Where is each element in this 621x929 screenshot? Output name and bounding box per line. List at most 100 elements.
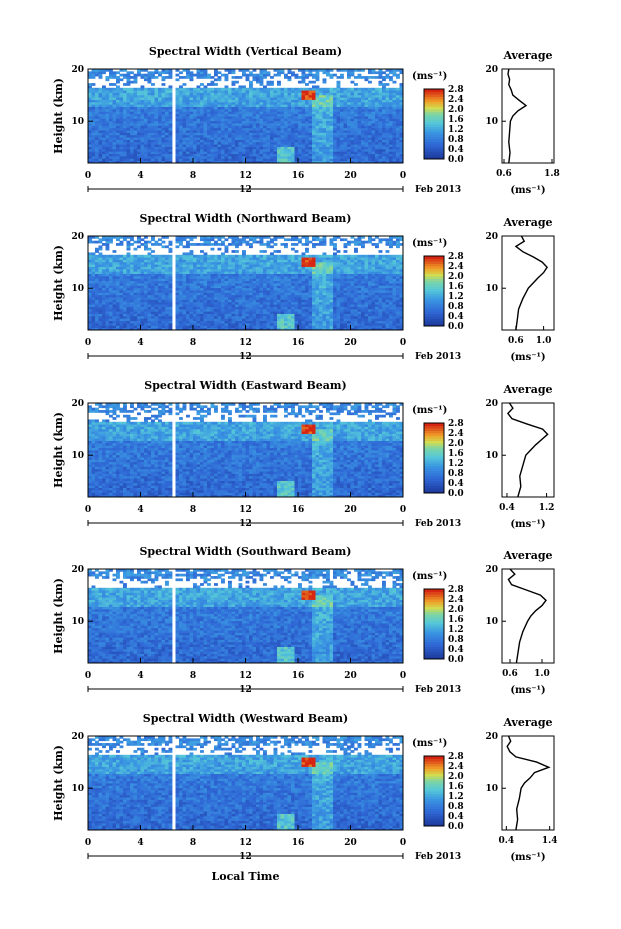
colorbar-tick-label: 2.8 [448, 585, 464, 595]
colorbar-tick-label: 2.4 [448, 429, 464, 439]
x-tick-label: 4 [137, 671, 143, 681]
colorbar-unit: (ms⁻¹) [412, 71, 447, 82]
panel-title: Spectral Width (Vertical Beam) [149, 45, 342, 58]
average-profile: Average 10 20 0.6 1.0 (ms⁻¹) [485, 549, 555, 696]
x-tick-label: 4 [137, 838, 143, 848]
heatmap [88, 403, 404, 498]
profile-x-tick-label: 0.4 [499, 503, 515, 513]
colorbar-tick-label: 0.8 [448, 635, 464, 645]
average-profile: Average 10 20 0.4 1.2 (ms⁻¹) [485, 383, 555, 530]
day-label: 12 [239, 185, 252, 195]
y-tick-label: 20 [71, 232, 84, 242]
panel-4: Spectral Width (Southward Beam) 0 4 8 12 16 20… [52, 545, 555, 696]
average-profile: Average 10 20 0.6 1.8 (ms⁻¹) [485, 49, 559, 196]
colorbar: (ms⁻¹) 0.00.40.81.21.62.02.42.8 [412, 71, 464, 165]
x-tick-label: 4 [137, 338, 143, 348]
x-tick-label: 0 [400, 671, 406, 681]
profile-x-tick-label: 1.0 [534, 669, 550, 679]
profile-x-axis-label: (ms⁻¹) [510, 852, 545, 863]
profile-line [506, 402, 549, 498]
colorbar-tick-label: 2.4 [448, 595, 464, 605]
x-tick-label: 20 [344, 338, 357, 348]
x-tick-label: 16 [292, 671, 305, 681]
x-tick-label: 16 [292, 505, 305, 515]
date-label: Feb 2013 [415, 685, 461, 695]
x-axis-label: Local Time [212, 870, 280, 883]
y-tick-label: 10 [71, 451, 84, 461]
colorbar-tick-label: 0.0 [448, 489, 464, 499]
profile-title: Average [502, 549, 552, 562]
profile-y-tick-label: 10 [485, 617, 498, 627]
profile-frame [501, 402, 555, 498]
colorbar-tick-label: 0.4 [448, 145, 464, 155]
profile-x-tick-label: 0.6 [502, 669, 518, 679]
profile-x-axis-label: (ms⁻¹) [510, 519, 545, 530]
x-tick-label: 8 [190, 505, 196, 515]
heatmap [88, 236, 404, 331]
y-tick-label: 20 [71, 399, 84, 409]
profile-x-tick-label: 0.6 [508, 336, 524, 346]
profile-x-tick-label: 1.4 [542, 836, 558, 846]
colorbar-tick-label: 2.4 [448, 762, 464, 772]
colorbar-tick-label: 0.4 [448, 645, 464, 655]
x-tick-label: 8 [190, 338, 196, 348]
average-profile: Average 10 20 0.6 1.0 (ms⁻¹) [485, 216, 555, 363]
y-axis-label: Height (km) [52, 245, 65, 321]
x-tick-label: 0 [400, 338, 406, 348]
colorbar-tick-label: 2.0 [448, 105, 464, 115]
colorbar: (ms⁻¹) 0.00.40.81.21.62.02.42.8 [412, 405, 464, 499]
colorbar-tick-label: 2.8 [448, 419, 464, 429]
profile-title: Average [502, 49, 552, 62]
profile-line [514, 235, 548, 331]
colorbar-tick-label: 1.6 [448, 115, 464, 125]
colorbar: (ms⁻¹) 0.00.40.81.21.62.02.42.8 [412, 238, 464, 332]
profile-title: Average [502, 383, 552, 396]
profile-line [507, 568, 547, 664]
x-tick-label: 20 [344, 671, 357, 681]
heatmap [88, 69, 404, 164]
y-tick-label: 10 [71, 117, 84, 127]
colorbar-tick-label: 2.0 [448, 772, 464, 782]
colorbar-tick-label: 1.6 [448, 782, 464, 792]
day-label: 12 [239, 352, 252, 362]
profile-x-tick-label: 0.4 [498, 836, 514, 846]
y-tick-label: 10 [71, 617, 84, 627]
colorbar-tick-label: 0.4 [448, 312, 464, 322]
colorbar-tick-label: 0.4 [448, 479, 464, 489]
colorbar-tick-label: 1.2 [448, 625, 464, 635]
x-tick-label: 0 [400, 505, 406, 515]
x-tick-label: 0 [400, 838, 406, 848]
colorbar-tick-label: 0.8 [448, 135, 464, 145]
colorbar-tick-label: 2.8 [448, 252, 464, 262]
profile-x-axis-label: (ms⁻¹) [510, 185, 545, 196]
x-tick-label: 12 [239, 671, 252, 681]
day-label: 12 [239, 519, 252, 529]
colorbar-tick-label: 0.0 [448, 322, 464, 332]
colorbar-tick-label: 1.6 [448, 282, 464, 292]
colorbar-tick-label: 1.6 [448, 615, 464, 625]
y-axis-label: Height (km) [52, 412, 65, 488]
colorbar-frame [423, 588, 445, 660]
profile-y-tick-label: 20 [485, 232, 498, 242]
average-profile: Average 10 20 0.4 1.4 (ms⁻¹) [485, 716, 557, 863]
colorbar-frame [423, 88, 445, 160]
y-tick-label: 10 [71, 284, 84, 294]
x-tick-label: 0 [85, 671, 91, 681]
colorbar-tick-label: 0.8 [448, 302, 464, 312]
profile-y-tick-label: 20 [485, 399, 498, 409]
x-tick-label: 12 [239, 505, 252, 515]
colorbar-frame [423, 422, 445, 494]
date-label: Feb 2013 [415, 519, 461, 529]
colorbar-tick-label: 2.4 [448, 95, 464, 105]
x-tick-label: 16 [292, 338, 305, 348]
colorbar-tick-label: 1.2 [448, 792, 464, 802]
profile-x-tick-label: 0.6 [496, 169, 512, 179]
profile-y-tick-label: 20 [485, 65, 498, 75]
colorbar-tick-label: 0.4 [448, 812, 464, 822]
date-label: Feb 2013 [415, 352, 461, 362]
y-axis-label: Height (km) [52, 745, 65, 821]
colorbar-tick-label: 2.8 [448, 752, 464, 762]
y-axis-label: Height (km) [52, 78, 65, 154]
x-tick-label: 0 [85, 171, 91, 181]
y-tick-label: 20 [71, 732, 84, 742]
